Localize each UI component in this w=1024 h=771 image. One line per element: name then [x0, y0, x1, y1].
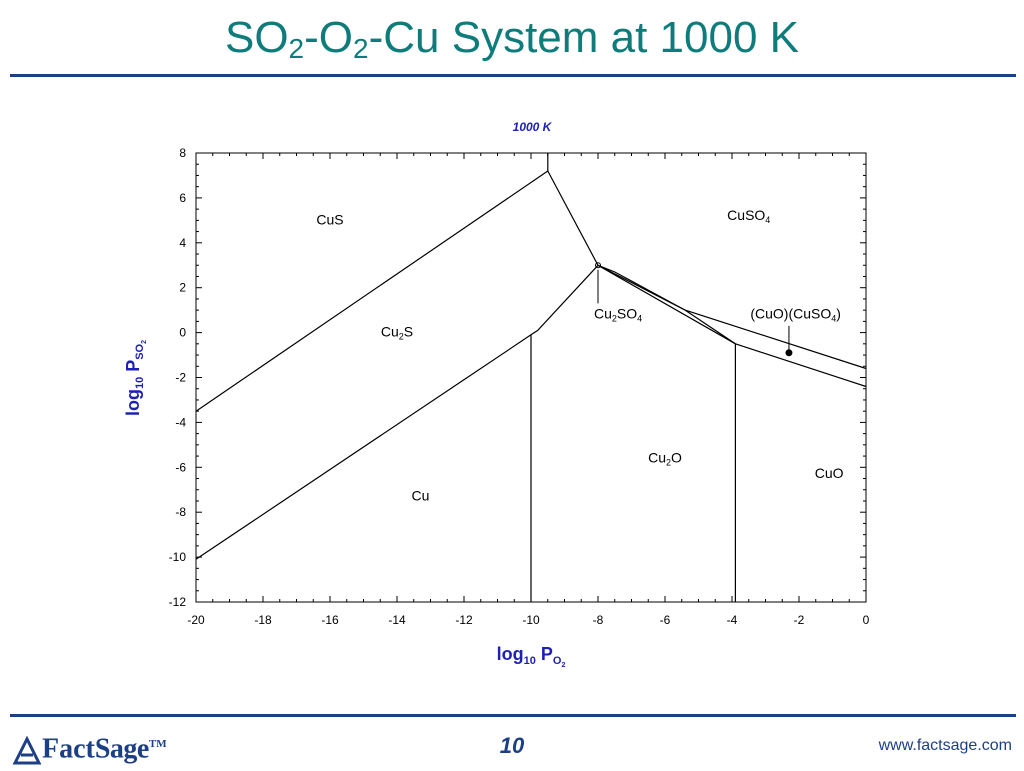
y-tick-label: -4 — [175, 415, 186, 429]
x-tick-label: -20 — [187, 613, 205, 627]
x-tick-label: -12 — [455, 613, 473, 627]
y-tick-label: 0 — [179, 326, 186, 340]
region-label-cus: CuS — [316, 211, 343, 227]
x-tick-label: -2 — [794, 613, 805, 627]
cu2s-cuso4-line — [547, 170, 599, 266]
cu2so4-lower-line — [597, 264, 867, 388]
x-tick-label: -6 — [660, 613, 671, 627]
region-label-cu2s: Cu2S — [381, 324, 413, 342]
title-divider — [10, 74, 1016, 77]
y-tick-label: -12 — [169, 595, 187, 609]
x-tick-label: 0 — [863, 613, 870, 627]
slide-title: SO2-O2-Cu System at 1000 K — [224, 13, 800, 64]
x-axis-label: log10 PO2 — [497, 644, 566, 669]
page-number: 10 — [499, 733, 525, 758]
region-label-cuo: CuO — [815, 465, 844, 481]
region-label-cuo_cuso4: (CuO)(CuSO4) — [750, 306, 841, 324]
phase-diagram: 1000 K -20 -18 -16 -14 -12 -10 -8 -6 -4 -2 0 -12-1… — [123, 120, 870, 669]
cu2s-cu-line — [195, 264, 599, 560]
footer-divider — [10, 714, 1016, 717]
y-tick-label: -6 — [175, 460, 186, 474]
cus-cu2s-line — [195, 170, 549, 412]
region-label-cu2so4: Cu2SO4 — [594, 306, 642, 324]
y-tick-label: -8 — [175, 505, 186, 519]
y-tick-label: 2 — [179, 281, 186, 295]
x-axis-ticks: -20 -18 -16 -14 -12 -10 -8 -6 -4 -2 0 — [187, 153, 870, 627]
cuo-cuso4-point — [785, 349, 793, 357]
x-tick-label: -18 — [254, 613, 272, 627]
y-tick-label: 6 — [179, 191, 186, 205]
region-label-cu: Cu — [411, 487, 429, 503]
region-label-cuso4: CuSO4 — [727, 207, 770, 225]
region-labels: CuS CuSO4 Cu2S Cu2SO4 (CuO)(CuSO4) Cu2O CuO Cu — [316, 207, 843, 504]
y-tick-label: -10 — [169, 550, 187, 564]
triple-point-marker — [595, 262, 601, 269]
phase-boundaries — [195, 153, 867, 602]
region-label-cu2o: Cu2O — [648, 449, 682, 467]
chart-title: 1000 K — [513, 120, 553, 134]
x-tick-label: -4 — [727, 613, 738, 627]
factsage-logo-mark-icon — [12, 735, 42, 765]
cu2o-cu2so4-line — [597, 264, 736, 345]
cu2so4-upper-line — [597, 264, 867, 370]
y-tick-label: 8 — [179, 146, 186, 160]
x-tick-label: -8 — [593, 613, 604, 627]
x-tick-label: -14 — [388, 613, 406, 627]
footer-url[interactable]: www.factsage.com — [878, 737, 1012, 754]
y-axis-ticks: -12 -10 -8 -6 -4 -2 0 2 4 6 8 — [169, 146, 866, 609]
y-tick-label: 4 — [179, 236, 186, 250]
label-leaders — [595, 262, 793, 357]
x-tick-label: -16 — [321, 613, 339, 627]
y-axis-label: log10 PSO2 — [123, 340, 148, 416]
x-tick-label: -10 — [522, 613, 540, 627]
y-tick-label: -2 — [175, 371, 186, 385]
factsage-logo: FactSageTM — [12, 722, 167, 766]
